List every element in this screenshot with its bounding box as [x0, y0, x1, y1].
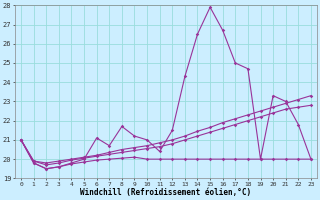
X-axis label: Windchill (Refroidissement éolien,°C): Windchill (Refroidissement éolien,°C) — [80, 188, 252, 197]
